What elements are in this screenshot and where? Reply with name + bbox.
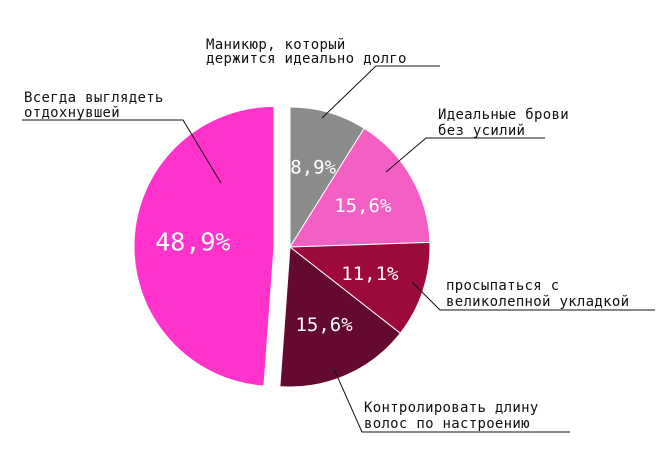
slice-rested (133, 105, 275, 387)
percent-label-manicure: 8,9% (290, 156, 336, 178)
label-brows: Идеальные брови без усилий (438, 107, 578, 139)
label-styling-line1: просыпаться с (446, 278, 559, 294)
label-hair-length-line2: волос по настроению (364, 416, 530, 432)
label-styling-line2: великолепной укладкой (446, 294, 629, 310)
label-styling: просыпаться с великолепной укладкой (446, 278, 629, 310)
leader-line-manicure (321, 65, 440, 119)
label-manicure-line2: держится идеально долго (206, 51, 407, 67)
label-rested: Всегда выглядеть отдохнувшей (24, 90, 172, 121)
percent-label-brows: 15,6% (334, 195, 392, 217)
percent-label-rested: 48,9% (155, 227, 230, 256)
slice-brows (289, 127, 431, 248)
percent-label-hair-length: 15,6% (295, 314, 353, 336)
slice-hair-length (279, 246, 401, 388)
label-hair-length: Контролировать длину волос по настроению (364, 400, 547, 432)
label-hair-length-line1: Контролировать длину (364, 400, 539, 416)
label-brows-line2: без усилий (438, 123, 525, 139)
label-manicure: Маникюр, который держится идеально долго (206, 37, 407, 67)
label-brows-line1: Идеальные брови (438, 107, 569, 123)
label-rested-line2: отдохнувшей (24, 105, 120, 121)
label-manicure-line1: Маникюр, который (206, 37, 346, 53)
leader-line-styling (411, 281, 655, 311)
leader-line-brows (385, 137, 545, 173)
percent-label-styling: 11,1% (341, 263, 399, 285)
percentage-labels: 8,9% 15,6% 11,1% 15,6% 48,9% (155, 156, 399, 336)
label-rested-line1: Всегда выглядеть (24, 90, 164, 106)
leader-line-hair-length (333, 368, 570, 433)
leader-line-rested (22, 119, 222, 184)
pie-slices (133, 105, 431, 388)
slice-styling (288, 241, 431, 334)
